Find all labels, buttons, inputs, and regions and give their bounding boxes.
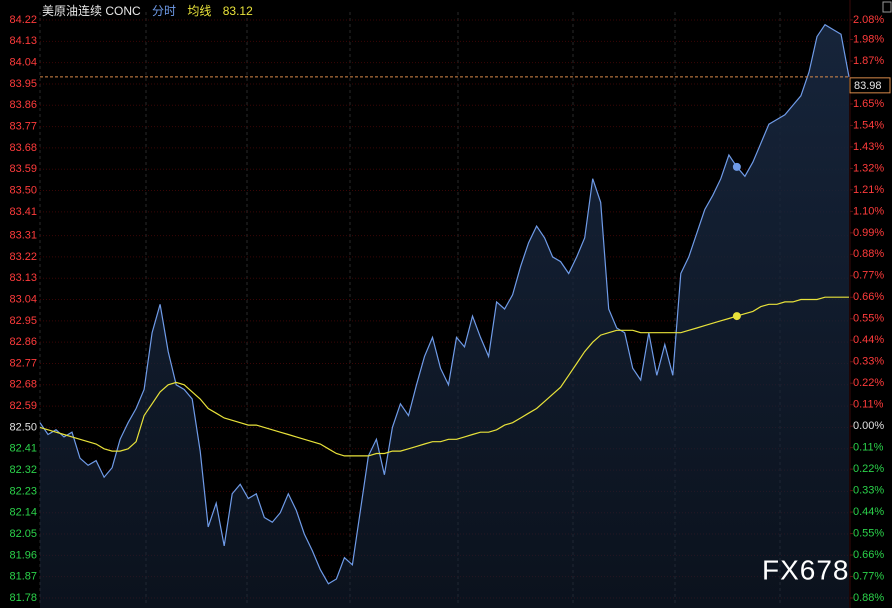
cursor-dot [732, 312, 741, 321]
y2-tick-label: 0.66% [853, 549, 884, 561]
y2-tick-label: 1.21% [853, 184, 884, 196]
y2-tick-label: 0.00% [853, 420, 884, 432]
y-tick-label: 83.86 [9, 99, 37, 111]
y-tick-label: 82.05 [9, 528, 37, 540]
average-line [39, 296, 849, 457]
cursor-dot [732, 162, 741, 171]
header: 美原油连续 CONC 分时 均线 83.12 [42, 2, 261, 19]
y-tick-label: 83.50 [9, 184, 37, 196]
y-tick-label: 82.50 [9, 421, 37, 433]
y-tick-label: 83.95 [9, 78, 37, 90]
y2-tick-label: 2.08% [853, 14, 884, 26]
y2-tick-label: 0.44% [853, 506, 884, 518]
y2-tick-label: 0.22% [853, 463, 884, 475]
y2-tick-label: 1.54% [853, 119, 884, 131]
y-tick-label: 82.14 [9, 507, 37, 519]
watermark: FX678 [762, 554, 850, 585]
y2-tick-label: 0.77% [853, 570, 884, 582]
y-tick-label: 84.13 [9, 35, 37, 47]
y-tick-label: 82.41 [9, 443, 37, 455]
y-tick-label: 81.87 [9, 571, 37, 583]
y2-tick-label: 0.11% [853, 442, 884, 454]
y-tick-label: 82.77 [9, 357, 37, 369]
price-area [40, 24, 849, 608]
y2-tick-label: 0.22% [853, 377, 884, 389]
y-tick-label: 82.23 [9, 485, 37, 497]
y2-tick-label: 1.98% [853, 33, 884, 45]
y2-tick-label: 0.88% [853, 592, 884, 604]
legend-entry: 分时 [152, 4, 177, 18]
y2-tick-label: 0.77% [853, 270, 884, 282]
y2-tick-label: 0.44% [853, 334, 884, 346]
y2-tick-label: 1.10% [853, 205, 884, 217]
y-tick-label: 81.78 [9, 592, 37, 604]
legend-entry: 均线 [187, 4, 212, 18]
y2-tick-label: 0.55% [853, 313, 884, 325]
y-tick-label: 83.13 [9, 272, 37, 284]
y-tick-label: 82.32 [9, 464, 37, 476]
y-tick-label: 82.95 [9, 315, 37, 327]
y2-tick-label: 1.43% [853, 141, 884, 153]
y-tick-label: 83.77 [9, 121, 37, 133]
y-tick-label: 83.22 [9, 251, 37, 263]
last-price-label: 83.98 [854, 80, 882, 92]
y2-tick-label: 0.66% [853, 291, 884, 303]
y-tick-label: 83.59 [9, 163, 37, 175]
y-tick-label: 83.31 [9, 229, 37, 241]
y2-tick-label: 0.55% [853, 527, 884, 539]
y-tick-label: 84.22 [9, 14, 37, 26]
chart-title: 美原油连续 CONC [42, 4, 141, 18]
y-tick-label: 83.68 [9, 142, 37, 154]
y2-tick-label: 0.11% [853, 399, 884, 411]
y-tick-label: 82.68 [9, 379, 37, 391]
y2-tick-label: 0.33% [853, 356, 884, 368]
y-tick-label: 83.41 [9, 206, 37, 218]
y2-tick-label: 0.88% [853, 248, 884, 260]
y2-tick-label: 0.99% [853, 227, 884, 239]
price-line [39, 23, 850, 585]
y-tick-label: 82.86 [9, 336, 37, 348]
last-price-box [849, 77, 891, 94]
y-tick-label: 81.96 [9, 549, 37, 561]
legend-value: 83.12 [222, 4, 253, 18]
y-tick-label: 84.04 [9, 57, 37, 69]
corner-icon [882, 1, 892, 13]
y2-tick-label: 0.33% [853, 485, 884, 497]
y2-tick-label: 1.32% [853, 162, 884, 174]
y2-tick-label: 1.87% [853, 55, 884, 67]
y2-tick-label: 1.65% [853, 98, 884, 110]
y-tick-label: 82.59 [9, 400, 37, 412]
y-tick-label: 83.04 [9, 293, 37, 305]
